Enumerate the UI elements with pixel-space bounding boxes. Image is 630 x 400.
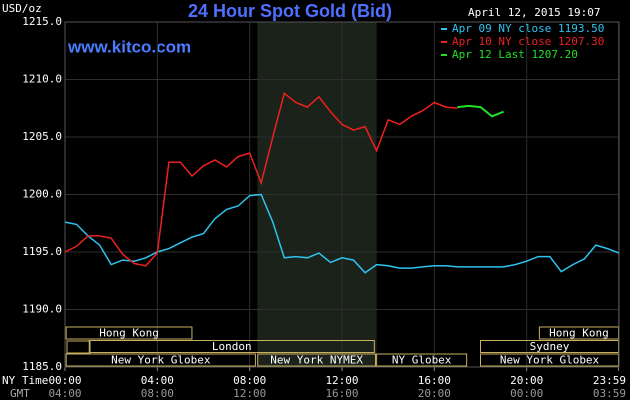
- website: www.kitco.com: [67, 37, 191, 56]
- session-box: [88, 340, 375, 353]
- session-label: New York Globex: [111, 354, 211, 367]
- session-label: New York Globex: [500, 354, 600, 367]
- x2-tick-label: 03:59: [593, 387, 626, 400]
- session-label: Sydney: [530, 340, 570, 353]
- legend-label: Apr 10 NY close 1207.30: [452, 35, 604, 48]
- x-tick-label: 12:00: [325, 374, 358, 387]
- y-tick-label: 1215.0: [22, 15, 62, 28]
- x2-tick-label: 08:00: [141, 387, 174, 400]
- y-tick-label: 1210.0: [22, 73, 62, 86]
- x2-tick-label: 00:00: [510, 387, 543, 400]
- session-box: [65, 326, 193, 340]
- y-tick-label: 1185.0: [22, 360, 62, 373]
- session-label: New York NYMEX: [270, 354, 363, 367]
- session-label: Hong Kong: [99, 327, 159, 340]
- session-box: [257, 353, 376, 367]
- x-tick-label: 23:59: [593, 374, 626, 387]
- x2-tick-label: 12:00: [233, 387, 266, 400]
- unit-label: USD/oz: [2, 2, 42, 15]
- series-line: [457, 104, 504, 118]
- x2-axis-label: GMT: [10, 387, 30, 400]
- chart-title: 24 Hour Spot Gold (Bid): [188, 1, 392, 21]
- session-label: Hong Kong: [549, 327, 609, 340]
- x-tick-label: 04:00: [141, 374, 174, 387]
- y-tick-label: 1190.0: [22, 303, 62, 316]
- x-tick-label: 08:00: [233, 374, 266, 387]
- session-box: [65, 353, 256, 367]
- y-tick-label: 1195.0: [22, 245, 62, 258]
- session-box: [376, 353, 468, 367]
- legend-label: Apr 09 NY close 1193.50: [452, 22, 604, 35]
- x-tick-label: 16:00: [418, 374, 451, 387]
- x-tick-label: 00:00: [48, 374, 81, 387]
- x2-tick-label: 16:00: [325, 387, 358, 400]
- x-tick-label: 20:00: [510, 374, 543, 387]
- x2-tick-label: 04:00: [48, 387, 81, 400]
- session-label: London: [212, 340, 252, 353]
- y-tick-label: 1205.0: [22, 130, 62, 143]
- session-label: NY Globex: [392, 354, 452, 367]
- session-box: [66, 340, 91, 354]
- series-line: [64, 91, 458, 267]
- legend-label: Apr 12 Last 1207.20: [452, 48, 578, 61]
- x2-tick-label: 20:00: [418, 387, 451, 400]
- timestamp: April 12, 2015 19:07: [468, 6, 600, 19]
- y-tick-label: 1200.0: [22, 188, 62, 201]
- x-axis-label: NY Time: [2, 374, 48, 387]
- plot-frame: [64, 21, 620, 368]
